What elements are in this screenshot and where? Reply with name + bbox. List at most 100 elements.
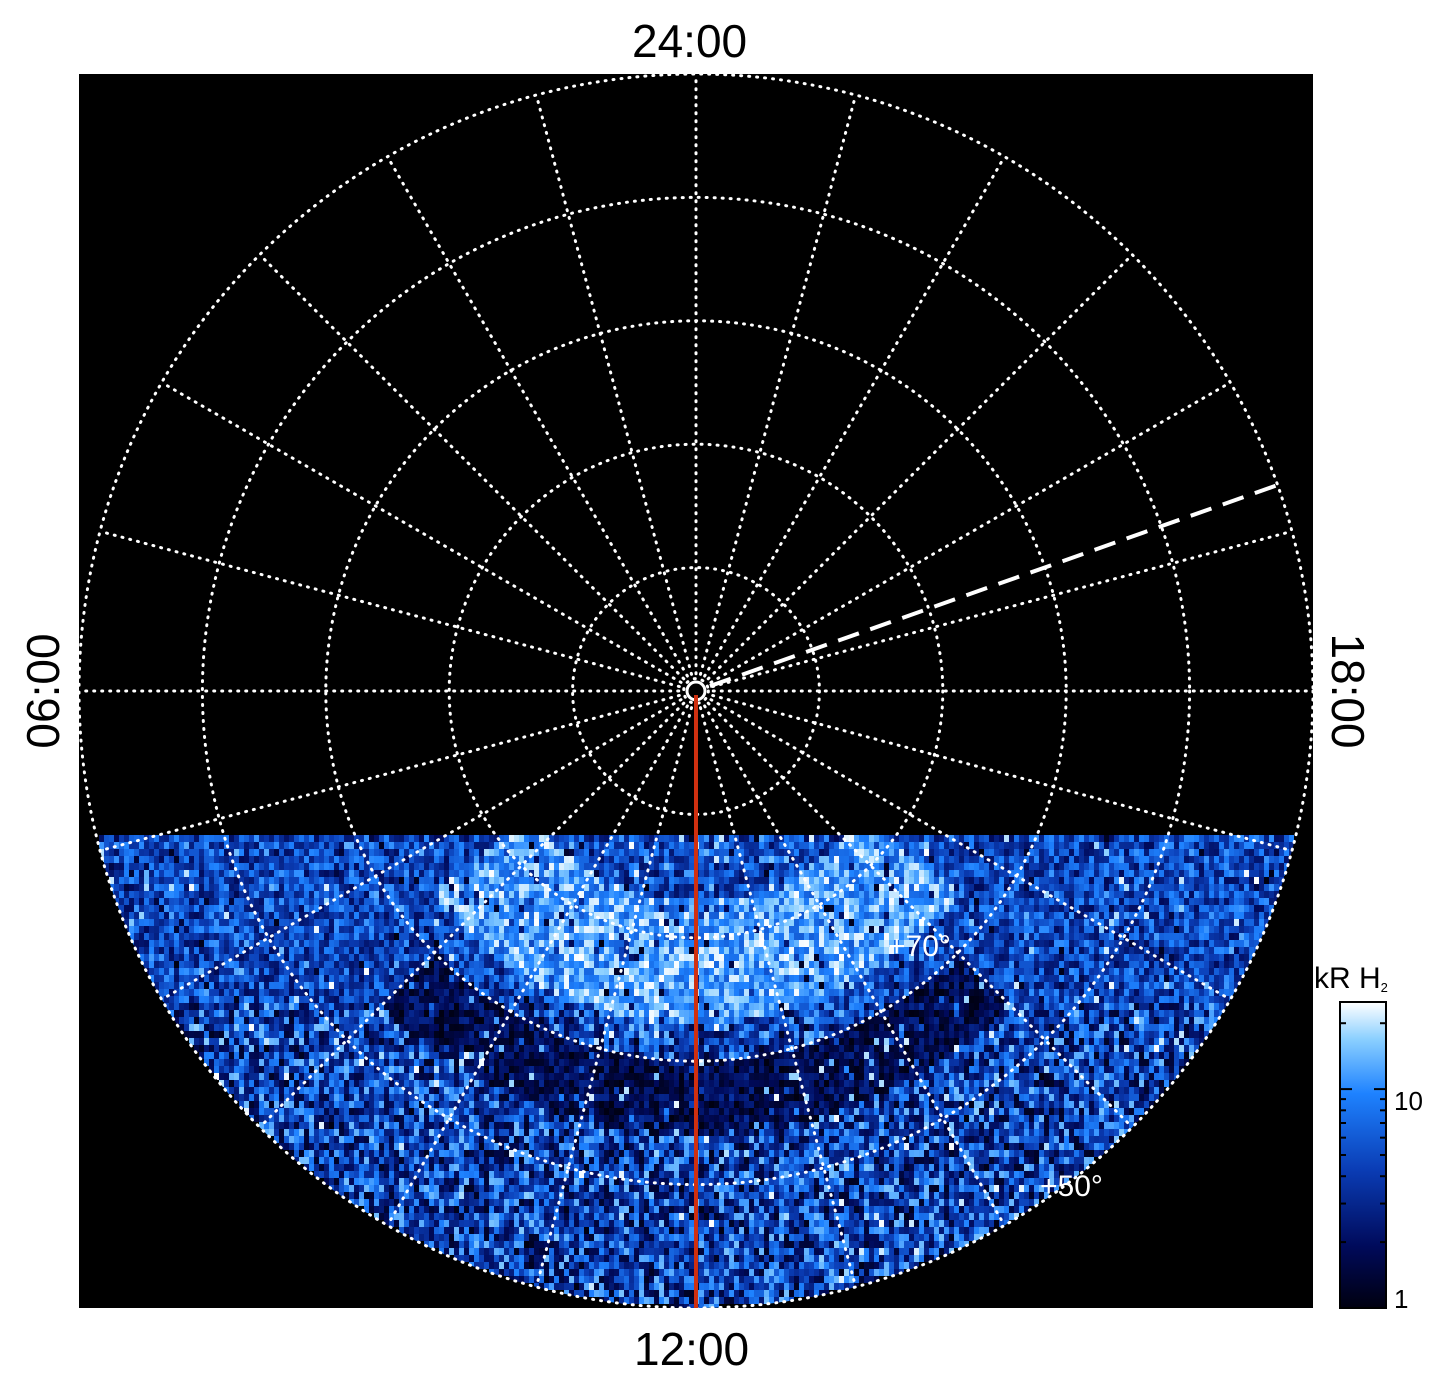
emission-pixel (634, 863, 639, 876)
emission-pixel (329, 870, 334, 883)
emission-pixel (359, 863, 364, 876)
emission-pixel (699, 849, 704, 862)
emission-pixel (334, 863, 339, 876)
emission-pixel (244, 863, 249, 876)
emission-pixel (304, 856, 309, 869)
emission-pixel (394, 870, 399, 883)
emission-pixel (1174, 842, 1179, 855)
emission-pixel (234, 835, 239, 848)
emission-pixel (909, 849, 914, 862)
emission-pixel (569, 863, 574, 876)
emission-pixel (664, 856, 669, 869)
emission-pixel (1079, 849, 1084, 862)
emission-pixel (1189, 849, 1194, 862)
emission-pixel (1054, 835, 1059, 848)
emission-pixel (624, 856, 629, 869)
emission-pixel (659, 856, 664, 869)
emission-pixel (934, 842, 939, 855)
emission-pixel (1009, 835, 1014, 848)
emission-pixel (604, 835, 609, 848)
emission-pixel (1119, 842, 1124, 855)
emission-pixel (434, 856, 439, 869)
emission-pixel (1029, 863, 1034, 876)
emission-pixel (799, 835, 804, 848)
emission-pixel (1104, 849, 1109, 862)
emission-pixel (674, 856, 679, 869)
emission-pixel (1114, 856, 1119, 869)
emission-pixel (189, 849, 194, 862)
emission-pixel (234, 856, 239, 869)
emission-pixel (389, 870, 394, 883)
emission-pixel (334, 870, 339, 883)
emission-pixel (994, 842, 999, 855)
emission-pixel (1144, 863, 1149, 876)
emission-pixel (744, 835, 749, 848)
emission-pixel (929, 849, 934, 862)
emission-pixel (294, 856, 299, 869)
emission-pixel (224, 856, 229, 869)
emission-pixel (724, 842, 729, 855)
emission-pixel (1199, 835, 1204, 848)
emission-pixel (179, 835, 184, 848)
emission-pixel (154, 856, 159, 869)
emission-pixel (1029, 849, 1034, 862)
emission-pixel (1214, 849, 1219, 862)
emission-pixel (559, 842, 564, 855)
emission-pixel (969, 849, 974, 862)
emission-pixel (1134, 863, 1139, 876)
emission-pixel (974, 842, 979, 855)
emission-pixel (1019, 856, 1024, 869)
emission-pixel (1044, 856, 1049, 869)
emission-pixel (759, 835, 764, 848)
emission-pixel (784, 863, 789, 876)
emission-pixel (224, 835, 229, 848)
emission-pixel (1169, 835, 1174, 848)
emission-pixel (739, 863, 744, 876)
emission-pixel (594, 849, 599, 862)
emission-pixel (889, 842, 894, 855)
emission-pixel (369, 849, 374, 862)
emission-pixel (219, 835, 224, 848)
emission-pixel (584, 863, 589, 876)
emission-pixel (264, 849, 269, 862)
emission-pixel (824, 835, 829, 848)
emission-pixel (229, 870, 234, 883)
emission-pixel (244, 835, 249, 848)
emission-pixel (614, 863, 619, 876)
emission-pixel (534, 863, 539, 876)
emission-pixel (1249, 863, 1254, 876)
emission-pixel (894, 856, 899, 869)
emission-pixel (409, 870, 414, 883)
emission-pixel (479, 849, 484, 862)
emission-pixel (579, 863, 584, 876)
emission-pixel (599, 863, 604, 876)
emission-pixel (924, 842, 929, 855)
emission-pixel (214, 863, 219, 876)
emission-pixel (1064, 849, 1069, 862)
emission-pixel (819, 849, 824, 862)
emission-pixel (959, 835, 964, 848)
emission-pixel (299, 856, 304, 869)
emission-pixel (919, 835, 924, 848)
emission-pixel (1149, 835, 1154, 848)
emission-pixel (194, 849, 199, 862)
emission-pixel (169, 870, 174, 883)
emission-pixel (334, 856, 339, 869)
emission-pixel (389, 835, 394, 848)
emission-pixel (684, 856, 689, 869)
emission-pixel (794, 856, 799, 869)
emission-pixel (249, 849, 254, 862)
emission-pixel (554, 856, 559, 869)
emission-pixel (1044, 863, 1049, 876)
emission-pixel (264, 870, 269, 883)
emission-pixel (1179, 863, 1184, 876)
emission-pixel (284, 842, 289, 855)
emission-pixel (464, 842, 469, 855)
emission-pixel (744, 856, 749, 869)
emission-pixel (879, 842, 884, 855)
emission-pixel (354, 856, 359, 869)
emission-pixel (314, 835, 319, 848)
emission-pixel (949, 842, 954, 855)
emission-pixel (534, 870, 539, 883)
emission-pixel (919, 863, 924, 876)
